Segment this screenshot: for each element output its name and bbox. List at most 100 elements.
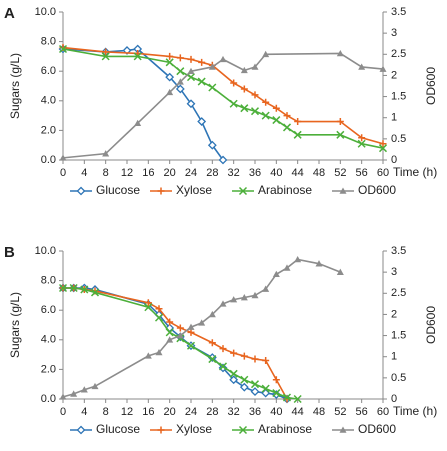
panel-label: A: [4, 5, 15, 22]
x-tick-label: 52: [334, 167, 346, 179]
marker: [294, 118, 302, 126]
y-tick-label: 10.0: [35, 245, 56, 257]
marker: [208, 339, 216, 347]
legend-label: Xylose: [176, 183, 212, 197]
marker: [176, 54, 184, 62]
x-tick-label: 4: [81, 167, 87, 179]
legend-label: OD600: [358, 422, 396, 436]
marker: [219, 300, 227, 307]
marker: [165, 72, 175, 82]
marker: [58, 44, 68, 54]
legend-marker: [76, 425, 86, 435]
y-tick-label: 0.0: [41, 154, 56, 166]
marker: [294, 255, 302, 263]
marker: [186, 73, 196, 82]
marker: [101, 52, 110, 61]
marker: [240, 375, 249, 384]
marker: [251, 63, 259, 70]
marker: [198, 58, 206, 66]
x-tick-label: 20: [164, 406, 176, 418]
y-tick-label: 4.0: [41, 334, 56, 346]
marker: [102, 48, 110, 56]
marker: [198, 319, 206, 326]
marker: [229, 99, 238, 108]
marker: [230, 79, 238, 87]
y2-tick-label: 2.5: [391, 48, 406, 60]
marker: [218, 155, 228, 165]
y2-tick-label: 0: [391, 393, 397, 405]
x-tick-label: 16: [142, 167, 154, 179]
y2-tick-label: 3: [391, 27, 397, 39]
x-tick-label: 48: [313, 167, 325, 179]
x-tick-label: 20: [164, 167, 176, 179]
x-axis-title: Time (h): [393, 165, 437, 179]
marker: [261, 111, 270, 120]
marker: [230, 296, 238, 303]
x-tick-label: 32: [228, 406, 240, 418]
marker: [357, 139, 366, 148]
legend-marker: [157, 187, 165, 195]
marker: [378, 144, 388, 153]
y-tick-label: 10.0: [35, 6, 56, 18]
marker: [187, 67, 195, 74]
marker: [251, 91, 259, 99]
marker: [262, 357, 270, 365]
marker: [69, 283, 78, 293]
marker: [250, 387, 260, 397]
marker: [155, 305, 163, 313]
x-tick-label: 28: [206, 167, 218, 179]
marker: [155, 348, 163, 356]
legend-marker: [339, 187, 347, 194]
marker: [134, 119, 142, 127]
y-tick-label: 6.0: [41, 65, 56, 77]
marker: [59, 393, 67, 400]
marker: [144, 299, 152, 307]
x-tick-label: 0: [60, 406, 66, 418]
marker: [251, 291, 259, 299]
y2-tick-label: 1: [391, 351, 397, 363]
marker: [261, 384, 270, 393]
marker: [219, 345, 227, 353]
marker: [262, 50, 270, 58]
legend-label: Glucose: [96, 422, 140, 436]
marker: [80, 285, 89, 294]
y2-tick-label: 0.5: [391, 372, 406, 384]
marker: [176, 78, 184, 85]
marker: [207, 140, 217, 150]
legend-label: OD600: [358, 183, 396, 197]
marker: [272, 376, 280, 384]
marker: [336, 49, 344, 57]
marker: [154, 313, 164, 322]
y2-tick-label: 2.5: [391, 287, 406, 299]
marker: [240, 85, 248, 93]
marker: [102, 150, 110, 157]
marker: [283, 112, 291, 120]
marker: [187, 55, 195, 63]
y-tick-label: 2.0: [41, 124, 56, 136]
y2-tick-label: 3.5: [391, 245, 406, 257]
marker: [272, 104, 280, 112]
x-tick-label: 24: [185, 167, 197, 179]
legend-label: Arabinose: [258, 183, 312, 197]
series-line: [62, 52, 384, 159]
marker: [251, 355, 259, 363]
chart-panel: A0.02.04.06.08.010.000.511.522.533.50 4 8 1…: [4, 5, 438, 197]
chart-panel: B0.02.04.06.08.010.000.511.522.533.50 4 8 1…: [4, 244, 438, 436]
series-line: [63, 287, 298, 400]
marker: [175, 84, 185, 94]
marker: [218, 362, 228, 371]
marker: [166, 88, 174, 96]
x-tick-label: 36: [249, 406, 261, 418]
x-axis-title: Time (h): [393, 404, 437, 418]
y-axis-title: Sugars (g/L): [8, 292, 22, 358]
y2-tick-label: 1.5: [391, 90, 406, 102]
marker: [176, 332, 184, 339]
marker: [166, 318, 174, 326]
x-tick-label: 24: [185, 406, 197, 418]
x-tick-label: 4: [81, 406, 87, 418]
y2-axis-title: OD600: [424, 67, 438, 105]
x-tick-label: 28: [206, 406, 218, 418]
marker: [90, 288, 100, 297]
y-tick-label: 0.0: [41, 393, 56, 405]
x-tick-label: 16: [142, 406, 154, 418]
